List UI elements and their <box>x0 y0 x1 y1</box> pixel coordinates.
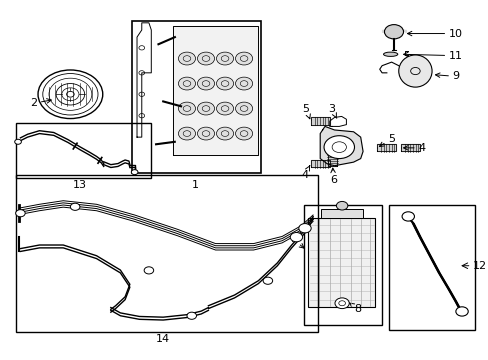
Text: 5: 5 <box>302 104 310 119</box>
Circle shape <box>263 277 272 284</box>
Text: 1: 1 <box>192 180 199 190</box>
Circle shape <box>235 102 252 115</box>
Text: 9: 9 <box>435 71 459 81</box>
Circle shape <box>178 127 195 140</box>
Circle shape <box>197 102 214 115</box>
Text: 4: 4 <box>301 166 309 180</box>
Text: 11: 11 <box>403 51 462 61</box>
Circle shape <box>384 24 403 39</box>
Circle shape <box>216 52 233 65</box>
Polygon shape <box>310 117 329 125</box>
Text: 10: 10 <box>407 28 462 39</box>
Text: 6: 6 <box>329 168 336 185</box>
Polygon shape <box>320 126 362 166</box>
Circle shape <box>324 136 354 158</box>
Circle shape <box>298 224 310 233</box>
Text: 12: 12 <box>471 261 486 271</box>
Circle shape <box>216 77 233 90</box>
Text: 14: 14 <box>156 334 170 344</box>
Polygon shape <box>377 144 396 152</box>
Circle shape <box>197 52 214 65</box>
Text: 13: 13 <box>73 180 87 190</box>
Circle shape <box>197 77 214 90</box>
Text: 2: 2 <box>30 98 51 108</box>
Polygon shape <box>172 26 258 155</box>
Circle shape <box>401 212 414 221</box>
Circle shape <box>70 203 80 210</box>
Circle shape <box>197 127 214 140</box>
Text: 3: 3 <box>328 104 336 118</box>
Bar <box>16 175 317 332</box>
Circle shape <box>235 77 252 90</box>
Circle shape <box>15 139 21 144</box>
Text: 5: 5 <box>379 134 394 147</box>
Bar <box>308 217 374 307</box>
Circle shape <box>235 127 252 140</box>
Bar <box>388 205 474 330</box>
Circle shape <box>290 233 302 242</box>
Circle shape <box>131 170 138 175</box>
Text: 4: 4 <box>403 143 425 153</box>
Circle shape <box>178 77 195 90</box>
Circle shape <box>235 52 252 65</box>
Circle shape <box>178 52 195 65</box>
Text: 8: 8 <box>349 303 360 314</box>
Text: 7: 7 <box>289 234 304 248</box>
Circle shape <box>334 298 348 309</box>
Circle shape <box>216 102 233 115</box>
Ellipse shape <box>383 52 397 57</box>
Bar <box>132 21 260 173</box>
Circle shape <box>216 127 233 140</box>
Polygon shape <box>310 160 329 167</box>
Polygon shape <box>400 144 419 152</box>
Circle shape <box>336 202 347 210</box>
Bar <box>321 209 362 218</box>
Polygon shape <box>327 152 337 166</box>
Bar <box>16 123 151 178</box>
Bar <box>303 205 381 325</box>
Circle shape <box>178 102 195 115</box>
Circle shape <box>16 210 25 217</box>
Circle shape <box>455 307 468 316</box>
Circle shape <box>144 267 153 274</box>
Circle shape <box>186 312 196 319</box>
Ellipse shape <box>398 55 431 87</box>
